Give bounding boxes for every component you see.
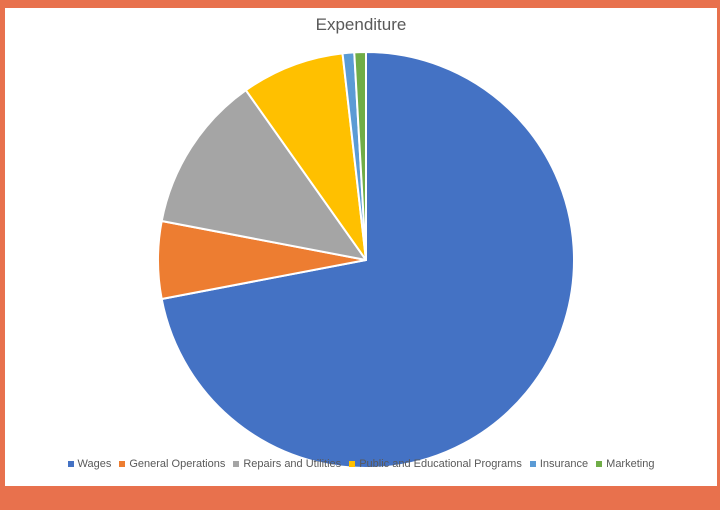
legend-item: Repairs and Utilities (233, 458, 341, 470)
legend-label: Public and Educational Programs (359, 458, 522, 470)
chart-area: Expenditure Wages General Operations Repai… (5, 8, 717, 486)
legend-swatch (119, 461, 126, 467)
legend-label: Marketing (606, 458, 655, 470)
legend-label: General Operations (129, 458, 226, 470)
legend-label: Wages (77, 458, 112, 470)
legend-item: Public and Educational Programs (349, 458, 522, 470)
legend-swatch (67, 461, 74, 467)
legend-item: Insurance (529, 458, 589, 470)
legend: Wages General Operations Repairs and Utili… (5, 456, 717, 472)
legend-item: General Operations (119, 458, 225, 470)
legend-swatch (529, 461, 536, 467)
legend-item: Wages (67, 458, 112, 470)
legend-label: Insurance (539, 458, 589, 470)
chart-title: Expenditure (315, 15, 407, 34)
pie-slice-wages (160, 51, 575, 469)
legend-item: Marketing (596, 458, 654, 470)
pie-chart (157, 51, 575, 469)
legend-swatch (233, 461, 240, 467)
pie-slice-public-and-educational-programs (244, 52, 367, 261)
legend-label: Repairs and Utilities (243, 458, 342, 470)
pie-slice-marketing (353, 51, 367, 261)
legend-swatch (349, 461, 356, 467)
legend-swatch (596, 461, 603, 467)
pie-slice-repairs-and-utilities (160, 89, 367, 261)
